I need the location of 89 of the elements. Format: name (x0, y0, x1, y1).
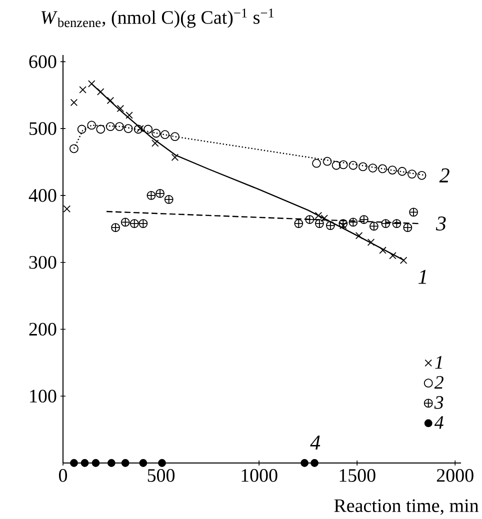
point (160, 130, 170, 140)
point (348, 160, 358, 170)
point (106, 122, 115, 132)
point (96, 124, 106, 134)
annotation: 1 (418, 270, 426, 284)
point (408, 170, 416, 179)
point (146, 191, 156, 200)
point (121, 459, 130, 467)
point (88, 80, 96, 88)
point (138, 219, 148, 228)
point (106, 96, 114, 104)
annotation: 4 (310, 436, 320, 450)
point (79, 86, 86, 94)
point (158, 459, 166, 467)
point (77, 124, 86, 134)
point (136, 124, 144, 132)
point (400, 256, 408, 264)
point (332, 160, 341, 170)
point (388, 166, 397, 174)
point (338, 219, 348, 228)
point (368, 164, 378, 172)
y-tick-label: 400 (28, 189, 56, 202)
y-tick-label: 500 (30, 122, 56, 135)
legend-label: 4 (434, 416, 444, 429)
annotation: 2 (439, 168, 450, 182)
point (370, 222, 378, 231)
point (107, 459, 116, 467)
point (378, 164, 388, 174)
x-tick-label: 1500 (340, 469, 376, 482)
point (389, 252, 396, 260)
x-tick-label: 1000 (242, 469, 278, 482)
x-axis-title: Reaction time, min (334, 499, 479, 515)
x-tick-label: 500 (148, 469, 175, 482)
point (300, 459, 308, 467)
point (360, 215, 368, 224)
point (87, 120, 96, 130)
point (358, 162, 368, 172)
point (80, 459, 89, 467)
point (152, 128, 161, 138)
point (126, 112, 133, 119)
point (367, 238, 375, 246)
point (398, 166, 407, 176)
point (417, 170, 426, 180)
point (392, 219, 402, 228)
x-tick-label: 0 (58, 469, 68, 482)
point (124, 124, 133, 134)
point (338, 160, 348, 170)
legend-label: 2 (434, 376, 444, 389)
point (164, 195, 174, 204)
point (116, 104, 124, 112)
legend-label: 3 (434, 396, 444, 409)
point (340, 222, 347, 230)
point (294, 219, 304, 228)
point (115, 122, 124, 132)
y-tick-label: 600 (29, 55, 56, 68)
point (70, 98, 78, 106)
y-tick-label: 300 (29, 256, 56, 269)
point (355, 232, 363, 240)
point (70, 459, 78, 467)
point (315, 219, 324, 228)
point (379, 246, 386, 254)
point (111, 223, 120, 232)
point (381, 219, 390, 228)
point (134, 124, 143, 134)
y-tick-label: 200 (29, 322, 56, 336)
point (70, 144, 78, 154)
y-axis-title: W$_{benzene}$, (nmol C)(g Cat)$^{−1}$ s$^{−1}$ (41, 8, 274, 28)
point (139, 459, 148, 467)
point (171, 154, 179, 161)
point (409, 208, 418, 217)
point (152, 140, 159, 147)
point (130, 219, 139, 228)
point (63, 205, 71, 212)
point (156, 189, 164, 198)
y-tick-label: 100 (30, 390, 56, 403)
point (403, 223, 412, 232)
point (92, 459, 100, 467)
point (144, 124, 153, 134)
annotation: 3 (436, 216, 446, 231)
point (97, 88, 104, 96)
point (170, 132, 180, 142)
point (312, 158, 321, 168)
point (310, 459, 318, 467)
x-tick-label: 2000 (436, 469, 474, 482)
point (326, 221, 335, 230)
point (348, 218, 358, 227)
legend-label: 1 (435, 356, 442, 369)
point (322, 156, 332, 166)
point (120, 218, 130, 227)
